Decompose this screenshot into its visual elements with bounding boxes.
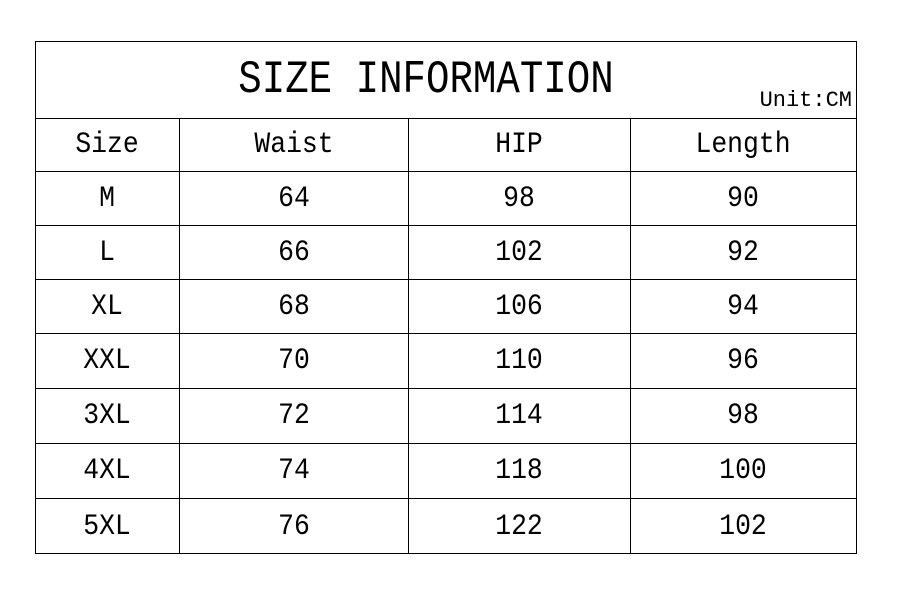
cell-text: HIP: [495, 127, 544, 162]
table-cell: 118: [409, 444, 631, 498]
cell-text: 94: [727, 289, 760, 324]
table-cell: 102: [409, 226, 631, 279]
table-row: 3XL 72 114 98: [36, 389, 856, 444]
cell-text: XXL: [83, 344, 132, 378]
table-cell: XL: [36, 280, 180, 333]
cell-text: 5XL: [83, 509, 132, 544]
cell-text: 3XL: [83, 399, 132, 433]
cell-text: 92: [727, 235, 760, 270]
table-cell: 106: [409, 280, 631, 333]
table-row: XXL 70 110 96: [36, 334, 856, 389]
cell-text: XL: [91, 289, 124, 324]
table-cell: 114: [409, 389, 631, 443]
cell-text: Waist: [254, 127, 334, 162]
table-cell: 68: [180, 280, 409, 333]
table-cell: 94: [631, 280, 856, 333]
cell-text: 122: [495, 509, 544, 544]
table-row: L 66 102 92: [36, 226, 856, 280]
header-cell: HIP: [409, 118, 631, 171]
table-cell: 98: [409, 172, 631, 225]
table-cell: 96: [631, 334, 856, 388]
cell-text: 96: [727, 344, 760, 378]
header-cell: Waist: [180, 118, 409, 171]
table-cell: 100: [631, 444, 856, 498]
title-row: SIZE INFORMATION Unit:CM: [36, 42, 856, 119]
cell-text: 4XL: [83, 454, 132, 488]
cell-text: L: [99, 235, 116, 270]
cell-text: 72: [278, 399, 310, 433]
table-cell: 4XL: [36, 444, 180, 498]
table-cell: 98: [631, 389, 856, 443]
cell-text: 70: [278, 344, 310, 378]
cell-text: 64: [278, 181, 310, 216]
table-cell: 92: [631, 226, 856, 279]
table-cell: 70: [180, 334, 409, 388]
table-cell: 102: [631, 499, 856, 554]
cell-text: 102: [495, 235, 544, 270]
table-cell: M: [36, 172, 180, 225]
table-cell: 76: [180, 499, 409, 554]
table-cell: 110: [409, 334, 631, 388]
cell-text: 102: [719, 509, 768, 544]
cell-text: 118: [495, 454, 544, 488]
cell-text: M: [99, 181, 116, 216]
unit-label: Unit:CM: [759, 88, 852, 113]
cell-text: 76: [278, 509, 310, 544]
table-row: XL 68 106 94: [36, 280, 856, 334]
table-row: 4XL 74 118 100: [36, 444, 856, 499]
table-cell: 122: [409, 499, 631, 554]
header-cell: Size: [36, 118, 180, 171]
size-chart-table: SIZE INFORMATION Unit:CM Size Waist HIP Len…: [35, 41, 857, 554]
header-row: Size Waist HIP Length: [36, 118, 856, 172]
table-cell: 66: [180, 226, 409, 279]
table-cell: 64: [180, 172, 409, 225]
table-cell: 90: [631, 172, 856, 225]
cell-text: 74: [278, 454, 310, 488]
cell-text: 114: [495, 399, 544, 433]
cell-text: 98: [727, 399, 760, 433]
table-cell: 72: [180, 389, 409, 443]
table-row: M 64 98 90: [36, 172, 856, 226]
table-cell: 3XL: [36, 389, 180, 443]
cell-text: Size: [75, 127, 140, 162]
cell-text: 98: [503, 181, 536, 216]
table-cell: XXL: [36, 334, 180, 388]
cell-text: 66: [278, 235, 310, 270]
table-cell: 74: [180, 444, 409, 498]
table-row: 5XL 76 122 102: [36, 499, 856, 554]
cell-text: 110: [495, 344, 544, 378]
header-cell: Length: [631, 118, 856, 171]
chart-title: SIZE INFORMATION: [238, 54, 614, 106]
cell-text: Length: [695, 127, 792, 162]
table-cell: 5XL: [36, 499, 180, 554]
cell-text: 68: [278, 289, 310, 324]
cell-text: 106: [495, 289, 544, 324]
cell-text: 100: [719, 454, 768, 488]
table-cell: L: [36, 226, 180, 279]
cell-text: 90: [727, 181, 760, 216]
